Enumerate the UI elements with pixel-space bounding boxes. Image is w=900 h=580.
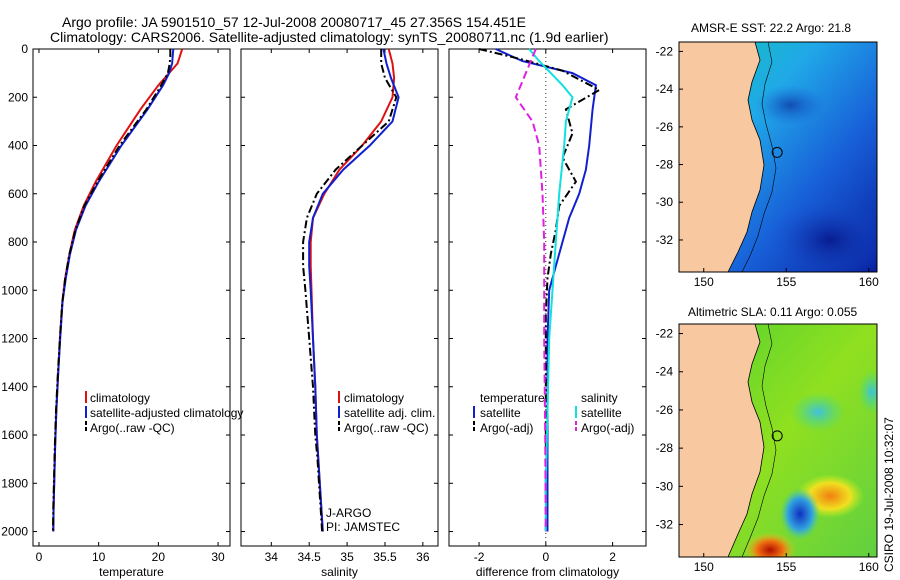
sst-float-marker — [771, 146, 783, 158]
difference-legend: temperature salinity satellite Argo(-adj… — [473, 391, 634, 435]
series-line-satellite-adj-clim- — [308, 48, 400, 532]
map-x-tick-label: 150 — [694, 560, 714, 574]
annotation-j-argo: J-ARGO — [326, 506, 371, 520]
y-tick-label: 0 — [21, 42, 28, 56]
series-line-temperature-satellite — [495, 48, 597, 532]
temperature-legend: climatology satellite-adjusted climatolo… — [85, 391, 243, 435]
legend-climatology: climatology — [90, 391, 150, 405]
sst-map-axes: 150 155 160 -22 -24 -26 -28 -30 -32 — [656, 44, 879, 289]
map-x-tick-label: 155 — [776, 560, 796, 574]
map-y-tick-label: -26 — [656, 120, 674, 134]
legend-sal-argo: Argo(-adj) — [581, 421, 634, 435]
sst-deep-patch — [770, 200, 877, 272]
series-line-temperature-argo-adj- — [478, 48, 602, 532]
x-tick-label: 34 — [265, 550, 279, 564]
map-y-tick-label: -22 — [656, 44, 674, 58]
annotation-pi: PI: JAMSTEC — [326, 520, 400, 534]
map-y-tick-label: -28 — [656, 441, 674, 455]
x-axis-label: difference from climatology — [476, 565, 619, 579]
x-axis-label: salinity — [321, 565, 358, 579]
map-x-tick-label: 155 — [776, 275, 796, 289]
sla-float-marker — [771, 430, 783, 442]
sla-isobath — [741, 324, 777, 557]
y-tick-label: 1800 — [1, 476, 28, 490]
map-x-tick-label: 160 — [859, 275, 879, 289]
sla-cold-eddy — [780, 488, 820, 540]
y-tick-label: 200 — [8, 90, 28, 104]
legend-header-temperature: temperature — [480, 391, 545, 405]
sla-land — [679, 324, 764, 557]
temperature-plot: 0 10 20 30 0 200 400 600 800 1000 1200 1400 1600 1800… — [1, 42, 230, 579]
legend-argo: Argo(..raw -QC) — [344, 421, 429, 435]
map-y-tick-label: -26 — [656, 403, 674, 417]
x-tick-label: 35 — [340, 550, 354, 564]
y-tick-label: 1400 — [1, 380, 28, 394]
y-tick-label: 1000 — [1, 283, 28, 297]
sst-isobath — [741, 42, 777, 272]
legend-satellite-adjusted: satellite-adjusted climatology — [90, 406, 243, 420]
x-tick-label: 34.5 — [298, 550, 322, 564]
x-tick-label: 0 — [36, 550, 43, 564]
y-tick-label: 1200 — [1, 332, 28, 346]
legend-temp-satellite: satellite — [480, 406, 521, 420]
legend-satellite-adj: satellite adj. clim. — [344, 406, 435, 420]
x-tick-label: 0 — [542, 550, 549, 564]
sla-map-frame — [678, 323, 878, 558]
map-x-tick-label: 150 — [694, 275, 714, 289]
x-tick-label: 36 — [416, 550, 430, 564]
y-tick-label: 2000 — [1, 525, 28, 539]
x-tick-label: 10 — [92, 550, 106, 564]
legend-climatology: climatology — [344, 391, 404, 405]
map-y-tick-label: -32 — [656, 233, 674, 247]
sst-land — [679, 42, 764, 272]
y-tick-label: 1600 — [1, 428, 28, 442]
sst-deep-patch — [755, 85, 825, 125]
x-axis-label: temperature — [99, 565, 164, 579]
sst-coastline — [727, 42, 765, 272]
x-tick-label: 20 — [152, 550, 166, 564]
series-line-salinity-satellite — [528, 48, 574, 532]
y-tick-label: 800 — [8, 235, 28, 249]
x-tick-label: 35.5 — [373, 550, 397, 564]
series-line-argo-raw-qc- — [52, 49, 172, 532]
map-y-tick-label: -24 — [656, 82, 674, 96]
sla-map — [679, 324, 877, 557]
map-y-tick-label: -28 — [656, 158, 674, 172]
legend-header-salinity: salinity — [581, 391, 618, 405]
map-y-tick-label: -32 — [656, 518, 674, 532]
x-tick-label: 30 — [211, 550, 225, 564]
sla-teal-eddy — [790, 392, 846, 432]
salinity-panel — [240, 48, 439, 547]
x-tick-label: -2 — [474, 550, 485, 564]
sst-map-frame — [678, 41, 878, 273]
title-line1: Argo profile: JA 5901510_57 12-Jul-2008 … — [62, 14, 526, 30]
map-y-tick-label: -30 — [656, 479, 674, 493]
salinity-plot: 34 34.5 35 35.5 36 salinity — [241, 48, 438, 579]
x-tick-label: 2 — [609, 550, 616, 564]
sla-hot-eddy — [744, 532, 796, 557]
map-y-tick-label: -24 — [656, 365, 674, 379]
map-x-tick-label: 160 — [859, 560, 879, 574]
legend-argo: Argo(..raw -QC) — [90, 421, 175, 435]
title-line2: Climatology: CARS2006. Satellite-adjuste… — [50, 29, 608, 45]
series-line-salinity-argo-adj- — [514, 48, 547, 532]
sla-map-title: Altimetric SLA: 0.11 Argo: 0.055 — [688, 305, 858, 319]
sla-cold-patch — [858, 370, 877, 414]
salinity-legend: climatology satellite adj. clim. Argo(..… — [326, 391, 435, 534]
sst-map — [679, 42, 877, 272]
credit-stamp: CSIRO 19-Jul-2008 10:32:07 — [882, 417, 896, 572]
y-tick-label: 400 — [8, 139, 28, 153]
map-y-tick-label: -22 — [656, 327, 674, 341]
series-line-argo-raw-qc- — [302, 49, 398, 532]
legend-temp-argo: Argo(-adj) — [480, 421, 533, 435]
legend-sal-satellite: satellite — [581, 406, 622, 420]
sst-map-title: AMSR-E SST: 22.2 Argo: 21.8 — [691, 21, 851, 35]
sla-coastline — [727, 324, 765, 557]
y-tick-label: 600 — [8, 187, 28, 201]
sla-map-axes: 150 155 160 -22 -24 -26 -28 -30 -32 — [656, 327, 879, 574]
map-y-tick-label: -30 — [656, 195, 674, 209]
